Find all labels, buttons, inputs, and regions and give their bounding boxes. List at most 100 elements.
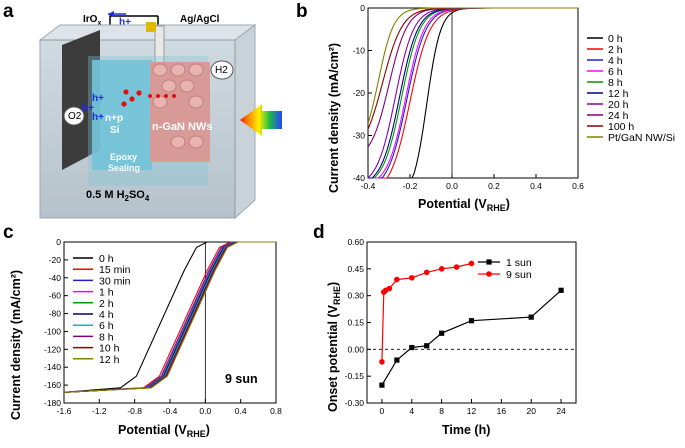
- hole-1: h+: [92, 93, 104, 104]
- data-point-square: [528, 314, 534, 320]
- y-tick-label: 0.15: [347, 318, 364, 328]
- hole-2: h+: [82, 103, 94, 114]
- y-tick-label: -20: [49, 255, 62, 265]
- data-point-circle: [453, 264, 460, 270]
- nanowire-end: [152, 95, 168, 109]
- curve-8-h: [368, 7, 578, 179]
- epoxy-label: Epoxy: [110, 152, 137, 162]
- nw-label: n-GaN NWs: [152, 121, 213, 133]
- x-tick-label: 24: [556, 406, 566, 416]
- x-tick-label: 0.4: [530, 181, 542, 191]
- plot-d-ticks: 0 4 8 12 16 20 24 0.60 0.45 0.30 0.15 0.00 -0.15 -0.3…: [345, 237, 566, 416]
- nanowire-end: [170, 63, 186, 77]
- legend-marker: [486, 259, 492, 265]
- h2-bubble: [210, 60, 234, 80]
- x-tick-label: 0: [380, 406, 385, 416]
- x-tick-label: 0.4: [235, 406, 247, 416]
- nanowire-end: [188, 135, 204, 149]
- data-point-circle: [423, 269, 430, 276]
- x-tick-label: 0.0: [199, 406, 211, 416]
- x-tick-label: 4: [409, 406, 414, 416]
- nanowire-end: [188, 63, 204, 77]
- electron-dots: [121, 89, 176, 107]
- epoxy-label-2: Sealing: [108, 163, 140, 173]
- x-tick-label: 12: [467, 406, 477, 416]
- x-tick-label: -1.6: [57, 406, 72, 416]
- legend-label: 15 min: [99, 264, 131, 276]
- data-point-circle: [394, 276, 400, 283]
- si-label: n+p: [105, 113, 123, 124]
- data-point-square: [468, 318, 475, 324]
- y-tick-label: -40: [49, 273, 62, 283]
- x-tick-label: 20: [526, 406, 536, 416]
- o2-label: O2: [68, 111, 82, 122]
- legend-label: 1 sun: [506, 257, 532, 269]
- data-point-square: [424, 343, 430, 349]
- y-tick-label: 0.60: [347, 237, 364, 247]
- series-line-1-sun: [381, 289, 562, 386]
- ce-label: IrOx: [83, 14, 101, 27]
- y-tick-label: 0: [56, 237, 61, 247]
- plot-b-ticks: -0.4 -0.2 0.0 0.2 0.4 0.6 0 -10 -20 -30 -40: [353, 3, 584, 191]
- y-tick-label: -0.15: [345, 371, 365, 381]
- y-tick-label: -100: [44, 326, 61, 336]
- si-label-2: Si: [110, 125, 120, 136]
- curve-12-h: [63, 241, 276, 393]
- light-arrow: [240, 104, 282, 136]
- legend-label: 4 h: [608, 55, 623, 67]
- nanowire-end: [161, 79, 177, 93]
- y-tick-label: 0: [360, 3, 365, 13]
- legend-label: 4 h: [99, 309, 114, 321]
- y-tick-label: 0.00: [347, 344, 364, 354]
- plot-b-frame: [367, 7, 579, 179]
- nanowire-end: [152, 63, 168, 77]
- curve-12-h: [368, 7, 578, 179]
- legend-label: 1 h: [99, 287, 114, 299]
- y-tick-label: -60: [49, 291, 62, 301]
- panel-d-label: d: [313, 222, 325, 243]
- y-tick-label: -180: [44, 398, 61, 408]
- legend-label: 8 h: [608, 77, 623, 89]
- legend-label: 20 h: [608, 99, 629, 111]
- legend-label: 24 h: [608, 110, 629, 122]
- legend-label: 8 h: [99, 331, 114, 343]
- curve-0-h: [63, 241, 276, 393]
- legend-label: 6 h: [99, 320, 114, 332]
- plot-d-ylabel: Onset potential (VRHE): [326, 282, 342, 412]
- curve-4-h: [368, 7, 578, 179]
- nanowire-end: [170, 135, 186, 149]
- legend-marker: [486, 271, 492, 277]
- hole-3: h+: [92, 112, 104, 123]
- plot-c-ticks: -1.6 -1.2 -0.8 -0.4 0.0 0.4 0.8 0 -20 -40 -60 -80 -1…: [44, 237, 282, 416]
- y-tick-label: -20: [353, 88, 366, 98]
- curve-2-h: [368, 7, 578, 179]
- y-tick-label: 0.30: [347, 291, 364, 301]
- panel-a-label: a: [3, 1, 14, 22]
- x-tick-label: 8: [439, 406, 444, 416]
- x-tick-label: 0.8: [270, 406, 282, 416]
- legend-label: 0 h: [99, 253, 114, 265]
- plot-c-ylabel: Current density (mA/cm²): [9, 270, 23, 420]
- data-point-square: [394, 357, 400, 363]
- data-point-circle: [408, 274, 415, 281]
- x-tick-label: 0.0: [446, 181, 458, 191]
- plot-d-xlabel: Time (h): [442, 423, 490, 437]
- si-substrate: [92, 60, 152, 170]
- legend-label: 6 h: [608, 66, 623, 78]
- legend-label: Pt/GaN NW/Si: [608, 132, 675, 144]
- legend-label: 2 h: [99, 298, 114, 310]
- curve-100-h: [367, 7, 578, 130]
- data-point-circle: [379, 359, 385, 365]
- x-tick-label: 0.6: [572, 181, 584, 191]
- y-tick-label: -40: [353, 173, 366, 183]
- plot-b-curves: [367, 7, 578, 179]
- plot-c-xlabel: Potential (VRHE): [118, 423, 210, 439]
- y-tick-label: -80: [49, 309, 62, 319]
- h2-label: H2: [215, 65, 228, 76]
- electrode-connector: [146, 22, 156, 32]
- hole-label: h+: [119, 17, 131, 28]
- x-tick-label: 0.2: [488, 181, 500, 191]
- panel-a: a h+ IrOx CE Ag/AgCl RE: [3, 1, 282, 220]
